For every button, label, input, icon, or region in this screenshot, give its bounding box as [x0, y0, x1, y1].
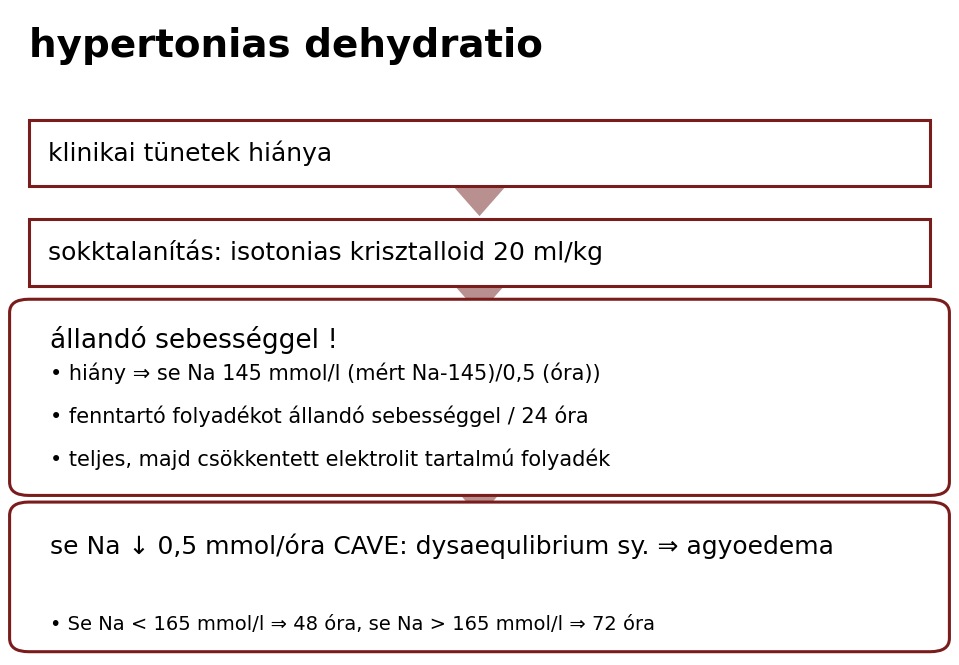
- Text: • fenntartó folyadékot állandó sebességgel / 24 óra: • fenntartó folyadékot állandó sebességg…: [50, 406, 589, 427]
- Text: • hiány ⇒ se Na 145 mmol/l (mért Na-145)/0,5 (óra)): • hiány ⇒ se Na 145 mmol/l (mért Na-145)…: [50, 362, 600, 384]
- Text: se Na ↓ 0,5 mmol/óra CAVE: dysaequlibrium sy. ⇒ agyoedema: se Na ↓ 0,5 mmol/óra CAVE: dysaequlibriu…: [50, 533, 833, 559]
- Text: sokktalanítás: isotonias krisztalloid 20 ml/kg: sokktalanítás: isotonias krisztalloid 20…: [48, 240, 603, 265]
- Text: állandó sebességgel !: állandó sebességgel !: [50, 326, 338, 354]
- Text: klinikai tünetek hiánya: klinikai tünetek hiánya: [48, 140, 332, 166]
- Text: hypertonias dehydratio: hypertonias dehydratio: [29, 27, 543, 65]
- Text: • Se Na < 165 mmol/l ⇒ 48 óra, se Na > 165 mmol/l ⇒ 72 óra: • Se Na < 165 mmol/l ⇒ 48 óra, se Na > 1…: [50, 615, 655, 634]
- Text: • teljes, majd csökkentett elektrolit tartalmú folyadék: • teljes, majd csökkentett elektrolit ta…: [50, 449, 610, 470]
